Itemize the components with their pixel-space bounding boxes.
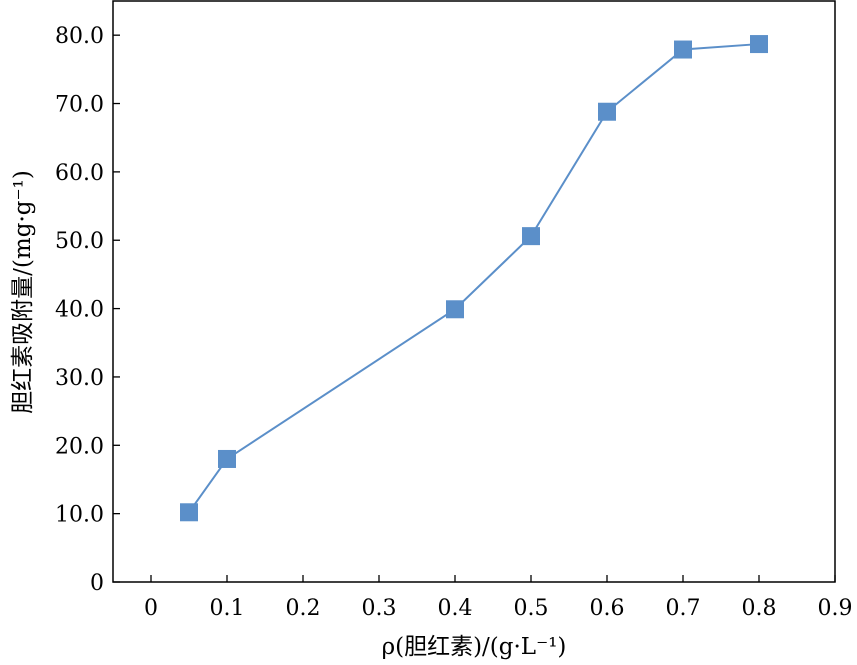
y-tick-label: 0 xyxy=(90,571,104,596)
y-tick-label: 60.0 xyxy=(55,161,104,186)
data-point xyxy=(180,503,198,522)
x-tick-label: 0.9 xyxy=(818,596,853,621)
x-axis-title: ρ(胆红素)/(g·L⁻¹) xyxy=(382,634,567,660)
x-tick-label: 0 xyxy=(144,596,158,621)
data-point xyxy=(674,40,692,59)
series-line xyxy=(188,43,760,513)
x-tick-label: 0.1 xyxy=(210,596,245,621)
series-layer xyxy=(180,35,768,522)
y-tick-label: 40.0 xyxy=(55,298,104,323)
data-point xyxy=(218,449,236,468)
y-axis-ticks: 0 10.0 20.0 30.0 40.0 50.0 60.0 70.0 80.0 xyxy=(55,24,120,596)
y-axis-title: 胆红素吸附量/(mg·g⁻¹) xyxy=(10,170,36,414)
y-tick-label: 10.0 xyxy=(55,503,104,528)
x-tick-label: 0.3 xyxy=(362,596,397,621)
data-point xyxy=(522,227,540,246)
data-point xyxy=(446,300,464,319)
data-point xyxy=(598,102,616,121)
y-tick-label: 30.0 xyxy=(55,366,104,391)
plot-area xyxy=(112,0,836,583)
x-tick-label: 0.8 xyxy=(742,596,777,621)
data-point xyxy=(750,35,768,54)
x-axis-ticks: 0 0.1 0.2 0.3 0.4 0.5 0.6 0.7 0.8 0.9 xyxy=(144,575,853,621)
y-tick-label: 20.0 xyxy=(55,434,104,459)
y-tick-label: 70.0 xyxy=(55,93,104,118)
x-tick-label: 0.7 xyxy=(666,596,701,621)
y-tick-label: 50.0 xyxy=(55,229,104,254)
x-tick-label: 0.2 xyxy=(286,596,321,621)
x-tick-label: 0.5 xyxy=(514,596,549,621)
x-tick-label: 0.4 xyxy=(438,596,473,621)
x-tick-label: 0.6 xyxy=(590,596,625,621)
y-tick-label: 80.0 xyxy=(55,24,104,49)
